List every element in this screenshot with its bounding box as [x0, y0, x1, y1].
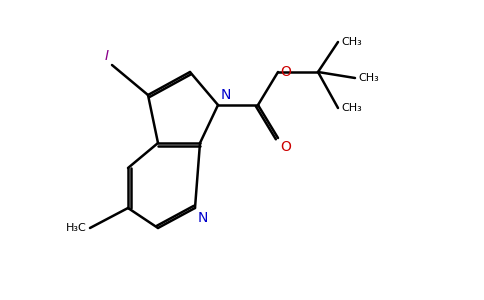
Text: I: I	[105, 49, 109, 63]
Text: N: N	[198, 211, 209, 225]
Text: CH₃: CH₃	[341, 103, 362, 113]
Text: CH₃: CH₃	[341, 37, 362, 47]
Text: O: O	[280, 65, 291, 79]
Text: H₃C: H₃C	[66, 223, 87, 233]
Text: N: N	[221, 88, 231, 102]
Text: CH₃: CH₃	[358, 73, 379, 83]
Text: O: O	[280, 140, 291, 154]
